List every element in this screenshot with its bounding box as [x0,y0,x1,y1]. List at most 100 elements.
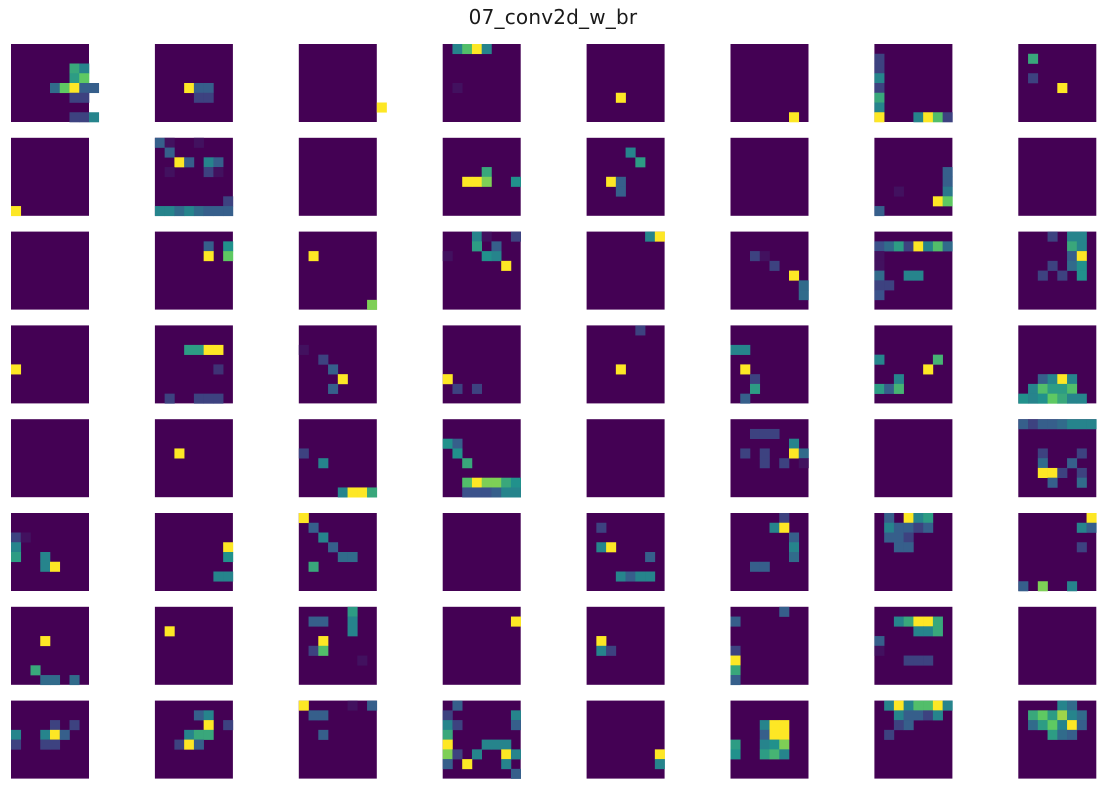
heatmap-cell [69,112,80,123]
heatmap-cell [510,768,521,779]
heatmap-cell [298,344,309,355]
heatmap-cell [11,542,22,553]
heatmap-background [586,419,665,498]
heatmap-cell [1076,393,1087,404]
heatmap-cell [893,542,904,553]
heatmap-cell [50,675,61,686]
heatmap-background [586,44,665,122]
heatmap-cell [1057,710,1068,721]
heatmap-panel-52 [442,606,521,685]
heatmap-cell [213,167,224,178]
heatmap-cell [923,626,934,637]
heatmap-cell [193,83,204,94]
heatmap-panel-5 [586,44,665,122]
heatmap-panel-18 [154,231,234,310]
heatmap-cell [213,344,224,355]
heatmap-cell [347,616,358,627]
heatmap-cell [874,280,885,291]
heatmap-cell [1057,729,1068,740]
heatmap-background [1018,137,1097,216]
heatmap-cell [193,393,204,404]
heatmap-cell [1047,729,1058,740]
heatmap-cell [779,749,790,760]
heatmap-cell [79,63,90,74]
heatmap-cell [510,616,521,627]
heatmap-cell [730,655,741,666]
heatmap-cell [913,522,924,533]
heatmap-panel-20 [442,231,521,310]
heatmap-cell [645,571,656,582]
heatmap-cell [1067,251,1078,262]
heatmap-cell [481,739,492,750]
heatmap-cell [913,513,924,524]
heatmap-cell [874,206,885,217]
heatmap-cell [1076,251,1087,262]
heatmap-cell [491,477,502,488]
heatmap-cell [223,206,234,217]
heatmap-cell [1037,710,1048,721]
heatmap-panel-60 [442,700,521,779]
heatmap-cell [318,616,329,627]
heatmap-background [298,231,377,310]
heatmap-cell [1028,710,1039,721]
heatmap-cell [759,749,770,760]
heatmap-cell [184,83,195,94]
heatmap-cell [491,487,502,498]
heatmap-cell [884,241,895,252]
heatmap-cell [615,92,626,103]
heatmap-cell [779,739,790,750]
heatmap-cell [510,710,521,721]
heatmap-cell [874,270,885,281]
heatmap-cell [501,487,512,498]
heatmap-cell [740,448,751,459]
heatmap-panel-3 [298,44,387,122]
heatmap-cell [11,532,22,543]
heatmap-cell [1067,231,1078,242]
heatmap-cell [913,270,924,281]
heatmap-cell [203,251,214,262]
heatmap-background [298,44,377,122]
heatmap-cell [1037,374,1048,385]
heatmap-cell [874,251,885,262]
heatmap-panel-56 [1018,606,1097,685]
heatmap-cell [298,448,309,459]
heatmap-cell [50,729,61,740]
heatmap-cell [874,83,885,94]
heatmap-cell [913,710,924,721]
heatmap-cell [923,616,934,627]
heatmap-cell [59,83,70,94]
heatmap-cell [462,176,473,187]
heatmap-cell [769,522,780,533]
heatmap-cell [779,522,790,533]
heatmap-background [11,325,89,404]
heatmap-cell [462,759,473,770]
heatmap-cell [750,374,761,385]
heatmap-panel-59 [298,700,378,779]
heatmap-cell [308,710,319,721]
heatmap-cell [452,83,463,94]
heatmap-cell [357,655,368,666]
heatmap-cell [452,44,463,55]
heatmap-cell [89,112,100,123]
heatmap-cell [1047,419,1058,430]
heatmap-cell [1076,241,1087,252]
heatmap-cell [1018,581,1029,592]
heatmap-panel-61 [586,700,665,779]
heatmap-cell [203,241,214,252]
heatmap-cell [874,636,885,647]
heatmap-panel-10 [154,137,234,217]
heatmap-cell [1028,393,1039,404]
heatmap-cell [769,428,780,439]
heatmap-cell [223,196,234,207]
heatmap-cell [367,299,378,310]
heatmap-cell [164,206,175,217]
heatmap-cell [481,176,492,187]
heatmap-cell [874,645,885,656]
heatmap-cell [730,675,741,686]
heatmap-cell [798,290,809,301]
heatmap-cell [942,112,953,123]
heatmap-cell [884,729,895,740]
heatmap-panel-2 [154,44,233,122]
heatmap-cell [491,739,502,750]
heatmap-cell [1028,73,1039,84]
